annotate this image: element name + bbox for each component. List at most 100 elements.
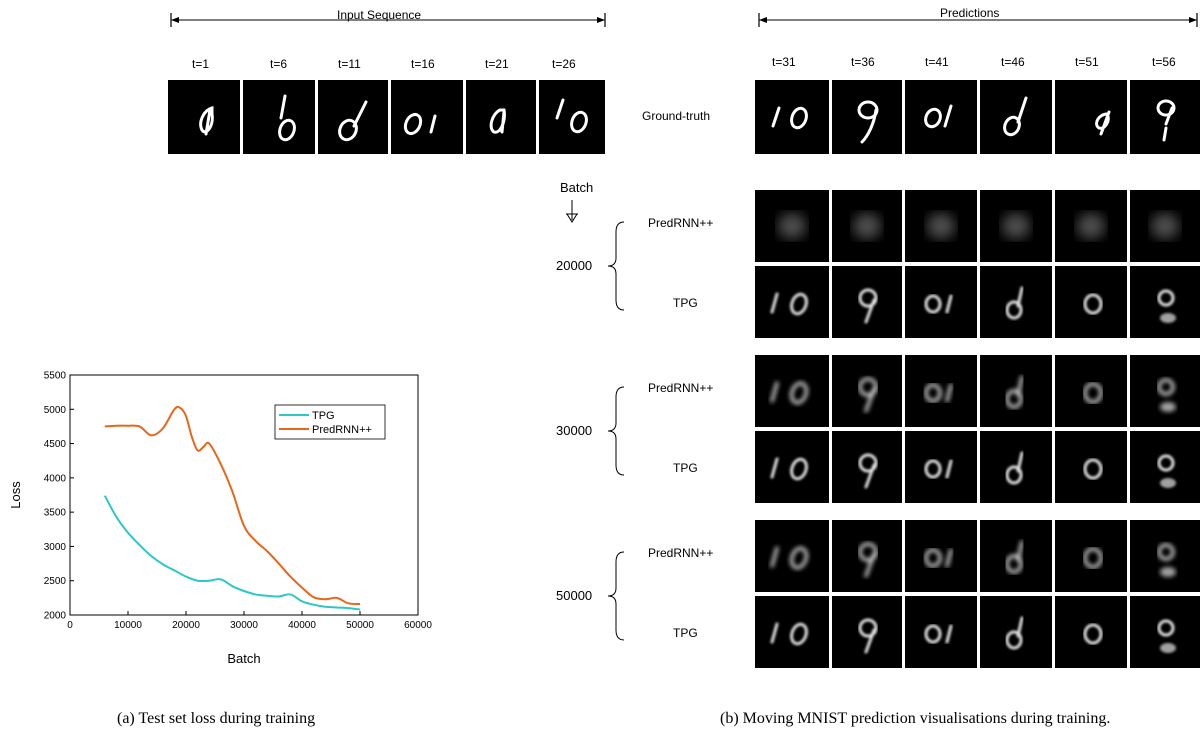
y-tick-label: 5000 <box>44 405 67 416</box>
predrnn-prediction-frame <box>1130 520 1200 592</box>
batch-value: 30000 <box>556 423 593 438</box>
tpg-prediction-frame <box>980 596 1052 668</box>
predrnn-prediction-frame <box>1055 355 1127 427</box>
ground-truth-frame <box>980 80 1052 154</box>
tpg-prediction-frame <box>832 431 902 503</box>
predrnn-prediction-frame <box>905 520 977 592</box>
predrnn-prediction-frame <box>755 355 829 427</box>
input-frame <box>168 80 240 154</box>
predrnn-prediction-frame <box>832 355 902 427</box>
group-brace <box>607 551 625 641</box>
x-tick-label: 30000 <box>230 620 258 631</box>
y-tick-label: 2000 <box>44 611 67 622</box>
input-frame <box>318 80 388 154</box>
predrnn-prediction-frame <box>1130 355 1200 427</box>
group-brace <box>607 221 625 311</box>
ground-truth-frame <box>755 80 829 154</box>
predrnn-prediction-frame <box>980 520 1052 592</box>
caption-a: (a) Test set loss during training <box>117 710 316 727</box>
y-tick-label: 4000 <box>44 473 67 484</box>
predrnn-series-line <box>104 405 361 606</box>
input-sequence-arrow <box>170 13 606 27</box>
x-tick-label: 10000 <box>114 620 142 631</box>
ground-truth-frame <box>905 80 977 154</box>
batch-axis-label: Batch <box>560 180 594 195</box>
predrnn-prediction-frame <box>905 355 977 427</box>
tpg-prediction-frame <box>905 266 977 338</box>
predrnn-prediction-frame <box>832 520 902 592</box>
tpg-prediction-frame <box>755 596 829 668</box>
pred-time-label: t=56 <box>1152 55 1176 69</box>
input-time-label: t=21 <box>485 57 509 71</box>
tpg-prediction-frame <box>980 431 1052 503</box>
input-frame <box>391 80 463 154</box>
ground-truth-label: Ground-truth <box>642 109 711 123</box>
y-tick-label: 3000 <box>44 542 67 553</box>
input-sequence-title: Input Sequence <box>337 8 422 22</box>
loss-chart: 2000 2500 3000 3500 4000 4500 5000 5500 0 10000 20… <box>8 371 432 667</box>
y-tick-label: 2500 <box>44 576 67 587</box>
y-tick-label: 4500 <box>44 439 67 450</box>
y-tick-label: 3500 <box>44 508 67 519</box>
tpg-prediction-frame <box>755 266 829 338</box>
model-label-tpg: TPG <box>673 296 698 310</box>
model-label-tpg: TPG <box>673 461 698 475</box>
input-time-label: t=6 <box>270 57 288 71</box>
pred-time-label: t=31 <box>772 55 796 69</box>
tpg-prediction-frame <box>755 431 829 503</box>
predrnn-prediction-frame <box>905 190 977 262</box>
x-tick-label: 40000 <box>288 620 316 631</box>
caption-b: (b) Moving MNIST prediction visualisatio… <box>720 710 1111 727</box>
x-axis-label: Batch <box>227 651 260 666</box>
legend-label: PredRNN++ <box>312 424 372 436</box>
x-tick-label: 60000 <box>404 620 432 631</box>
input-time-label: t=26 <box>552 57 576 71</box>
input-frame <box>539 80 605 154</box>
x-tick-label: 0 <box>67 620 73 631</box>
predrnn-prediction-frame <box>755 190 829 262</box>
model-label-predrnn: PredRNN++ <box>648 381 714 395</box>
input-frame <box>466 80 536 154</box>
predictions-arrow <box>758 13 1198 27</box>
tpg-prediction-frame <box>1055 431 1127 503</box>
y-axis-label: Loss <box>8 481 23 509</box>
tpg-prediction-frame <box>832 596 902 668</box>
pred-time-label: t=36 <box>851 55 875 69</box>
batch-down-arrow <box>566 200 578 223</box>
legend-label: TPG <box>312 410 335 422</box>
y-tick-label: 5500 <box>44 371 67 382</box>
tpg-prediction-frame <box>1130 266 1200 338</box>
predrnn-prediction-frame <box>1055 190 1127 262</box>
tpg-prediction-frame <box>905 596 977 668</box>
predrnn-prediction-frame <box>755 520 829 592</box>
pred-time-label: t=41 <box>925 55 949 69</box>
tpg-series-line <box>103 495 361 611</box>
predrnn-prediction-frame <box>1130 190 1200 262</box>
predrnn-prediction-frame <box>1055 520 1127 592</box>
batch-value: 20000 <box>556 258 593 273</box>
input-time-label: t=16 <box>411 57 435 71</box>
model-label-predrnn: PredRNN++ <box>648 546 714 560</box>
tpg-prediction-frame <box>832 266 902 338</box>
batch-value: 50000 <box>556 588 593 603</box>
ground-truth-frame <box>832 80 902 154</box>
tpg-prediction-frame <box>1130 431 1200 503</box>
predrnn-prediction-frame <box>832 190 902 262</box>
model-label-tpg: TPG <box>673 626 698 640</box>
model-label-predrnn: PredRNN++ <box>648 216 714 230</box>
predrnn-prediction-frame <box>980 355 1052 427</box>
tpg-prediction-frame <box>1055 266 1127 338</box>
group-brace <box>607 386 625 476</box>
pred-time-label: t=46 <box>1001 55 1025 69</box>
x-tick-label: 20000 <box>172 620 200 631</box>
tpg-prediction-frame <box>980 266 1052 338</box>
pred-time-label: t=51 <box>1075 55 1099 69</box>
input-time-label: t=1 <box>192 57 210 71</box>
predrnn-prediction-frame <box>980 190 1052 262</box>
input-time-label: t=11 <box>338 57 361 71</box>
ground-truth-frame <box>1055 80 1127 154</box>
x-tick-label: 50000 <box>346 620 374 631</box>
predictions-title: Predictions <box>940 6 1000 20</box>
legend-box <box>274 404 386 440</box>
tpg-prediction-frame <box>905 431 977 503</box>
